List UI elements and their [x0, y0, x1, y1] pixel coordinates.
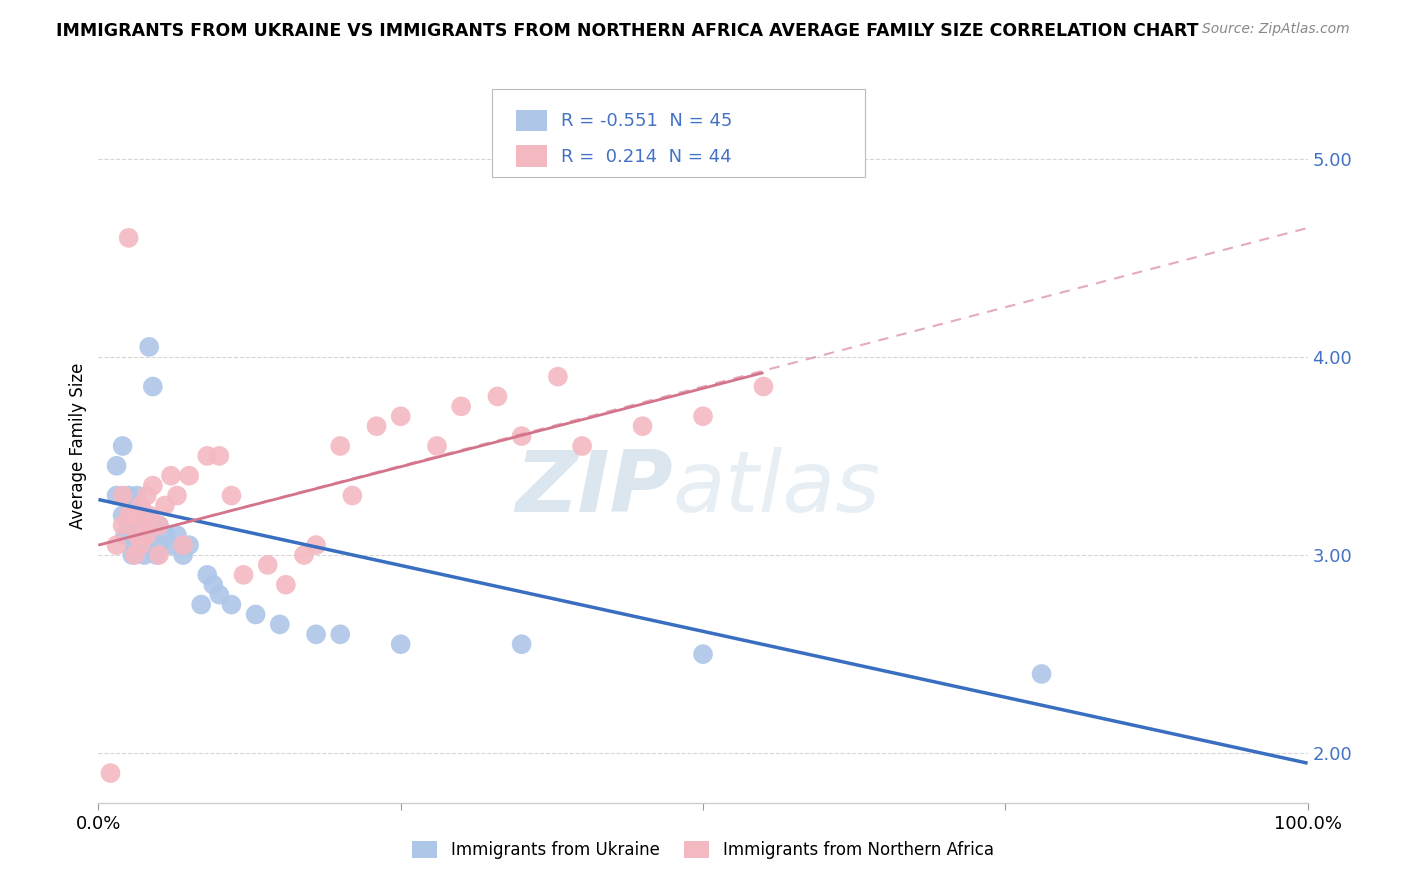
Point	[692, 409, 714, 424]
Point	[389, 637, 412, 651]
Point	[450, 400, 472, 414]
Point	[114, 528, 136, 542]
Point	[510, 637, 533, 651]
Text: R = -0.551  N = 45: R = -0.551 N = 45	[561, 112, 733, 130]
Point	[148, 518, 170, 533]
Point	[190, 598, 212, 612]
Point	[692, 647, 714, 661]
Point	[118, 489, 141, 503]
Point	[148, 538, 170, 552]
Text: IMMIGRANTS FROM UKRAINE VS IMMIGRANTS FROM NORTHERN AFRICA AVERAGE FAMILY SIZE C: IMMIGRANTS FROM UKRAINE VS IMMIGRANTS FR…	[56, 22, 1199, 40]
Point	[118, 518, 141, 533]
Point	[134, 508, 156, 523]
Point	[142, 478, 165, 492]
Point	[148, 518, 170, 533]
Point	[342, 489, 364, 503]
Point	[118, 508, 141, 523]
Point	[145, 548, 167, 562]
Point	[111, 518, 134, 533]
Point	[121, 548, 143, 562]
Point	[389, 409, 412, 424]
Point	[305, 538, 328, 552]
Point	[142, 379, 165, 393]
Point	[329, 627, 352, 641]
Point	[329, 439, 352, 453]
Point	[129, 538, 152, 552]
Point	[111, 439, 134, 453]
Point	[105, 538, 128, 552]
Point	[202, 578, 225, 592]
Point	[245, 607, 267, 622]
Point	[134, 518, 156, 533]
Point	[208, 588, 231, 602]
Point	[127, 528, 149, 542]
Point	[127, 489, 149, 503]
Point	[292, 548, 315, 562]
Point	[124, 518, 146, 533]
Point	[129, 528, 152, 542]
Point	[124, 548, 146, 562]
Point	[160, 468, 183, 483]
Point	[100, 766, 122, 780]
Point	[256, 558, 278, 572]
Point	[366, 419, 388, 434]
Point	[221, 489, 243, 503]
Point	[105, 458, 128, 473]
Point	[269, 617, 291, 632]
Point	[160, 538, 183, 552]
Point	[124, 538, 146, 552]
Point	[135, 489, 157, 503]
Point	[1031, 667, 1053, 681]
Point	[208, 449, 231, 463]
Point	[571, 439, 593, 453]
Point	[135, 528, 157, 542]
Point	[111, 508, 134, 523]
Point	[179, 538, 201, 552]
Point	[195, 567, 218, 582]
Text: ZIP: ZIP	[515, 447, 672, 531]
Point	[486, 389, 509, 403]
Point	[138, 340, 160, 354]
Point	[631, 419, 654, 434]
Point	[105, 489, 128, 503]
Point	[172, 538, 194, 552]
Point	[111, 489, 134, 503]
Text: Source: ZipAtlas.com: Source: ZipAtlas.com	[1202, 22, 1350, 37]
Legend: Immigrants from Ukraine, Immigrants from Northern Africa: Immigrants from Ukraine, Immigrants from…	[405, 834, 1001, 866]
Point	[166, 489, 188, 503]
Point	[129, 499, 152, 513]
Point	[118, 231, 141, 245]
Point	[129, 538, 152, 552]
Point	[426, 439, 449, 453]
Point	[172, 548, 194, 562]
Point	[153, 528, 176, 542]
Point	[148, 548, 170, 562]
Point	[195, 449, 218, 463]
Point	[305, 627, 328, 641]
Text: R =  0.214  N = 44: R = 0.214 N = 44	[561, 148, 731, 166]
Point	[127, 508, 149, 523]
Text: atlas: atlas	[672, 447, 880, 531]
Point	[166, 528, 188, 542]
Point	[232, 567, 254, 582]
Point	[752, 379, 775, 393]
Point	[135, 538, 157, 552]
Point	[124, 508, 146, 523]
Point	[547, 369, 569, 384]
Point	[138, 508, 160, 523]
Point	[153, 499, 176, 513]
Y-axis label: Average Family Size: Average Family Size	[69, 363, 87, 529]
Point	[510, 429, 533, 443]
Point	[134, 548, 156, 562]
Point	[221, 598, 243, 612]
Point	[121, 499, 143, 513]
Point	[179, 468, 201, 483]
Point	[138, 538, 160, 552]
Point	[274, 578, 297, 592]
Point	[129, 499, 152, 513]
Point	[118, 508, 141, 523]
Point	[135, 528, 157, 542]
